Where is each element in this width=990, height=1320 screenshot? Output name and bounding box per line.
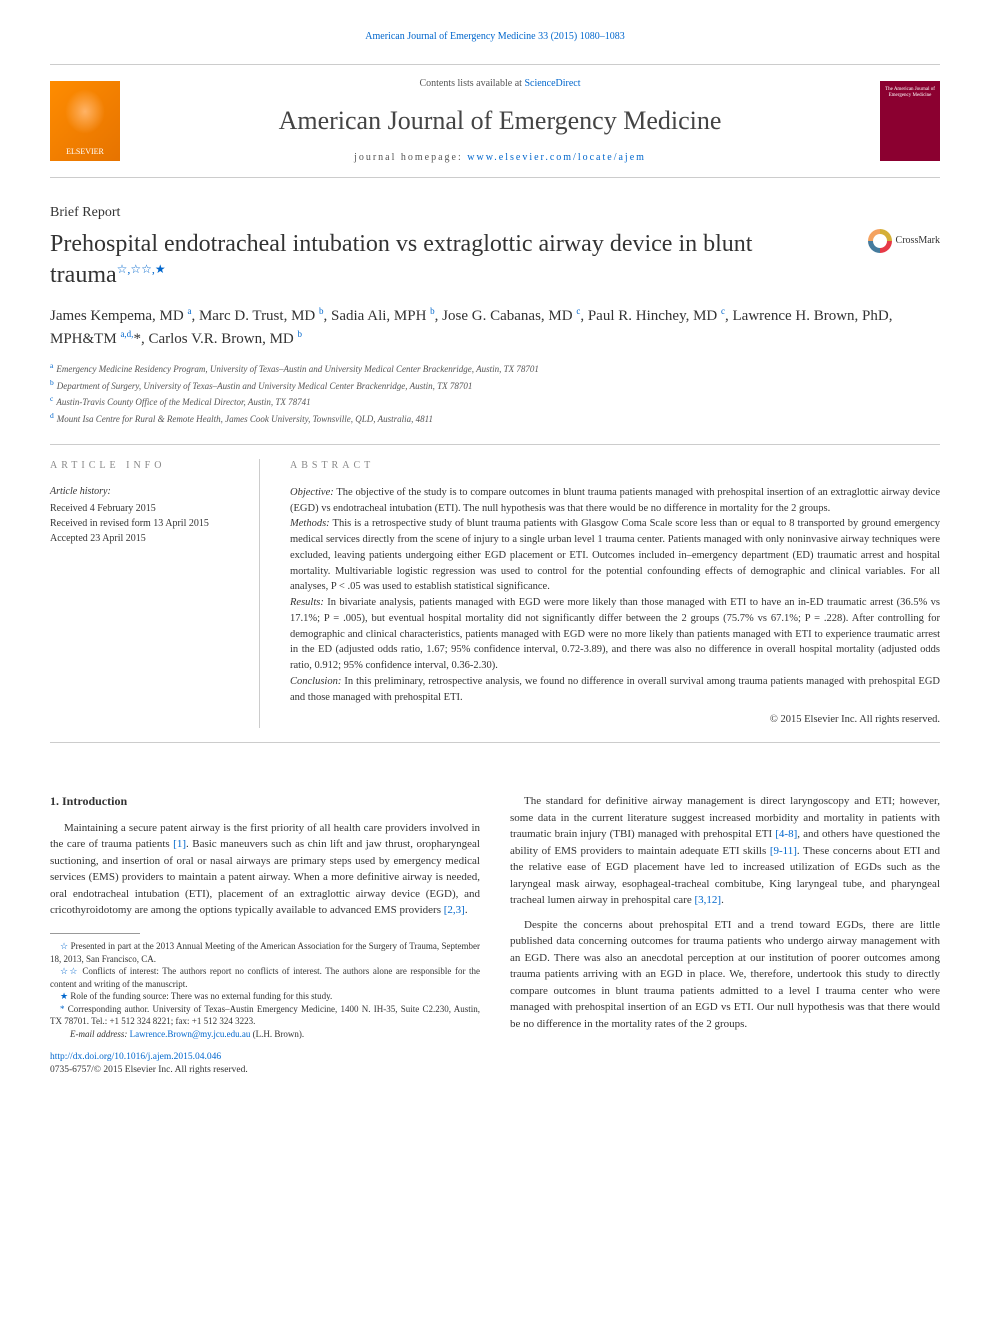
- footnote-separator: [50, 933, 140, 934]
- body-columns: 1. Introduction Maintaining a secure pat…: [50, 793, 940, 1077]
- section-1-heading: 1. Introduction: [50, 793, 480, 810]
- homepage-prefix: journal homepage:: [354, 152, 467, 163]
- abstract-copyright: © 2015 Elsevier Inc. All rights reserved…: [290, 713, 940, 728]
- footnote-presented: ☆ Presented in part at the 2013 Annual M…: [50, 940, 480, 965]
- footnote-funding: ★ Role of the funding source: There was …: [50, 990, 480, 1003]
- homepage-line: journal homepage: www.elsevier.com/locat…: [120, 151, 880, 165]
- publisher-name: ELSEVIER: [66, 146, 104, 157]
- footnote-corresponding: * Corresponding author. University of Te…: [50, 1003, 480, 1028]
- footnote-conflicts: ☆☆ Conflicts of interest: The authors re…: [50, 965, 480, 990]
- title-footnote-marks[interactable]: ☆,☆☆,★: [117, 262, 166, 276]
- abstract-objective: Objective: The objective of the study is…: [290, 485, 940, 517]
- affiliation-item: cAustin-Travis County Office of the Medi…: [50, 393, 940, 409]
- reference-link[interactable]: [1]: [173, 838, 186, 850]
- abstract-results: Results: In bivariate analysis, patients…: [290, 595, 940, 674]
- intro-para-1: Maintaining a secure patent airway is th…: [50, 820, 480, 919]
- email-label: E-mail address:: [70, 1029, 130, 1039]
- article-info-band: ARTICLE INFO Article history: Received 4…: [50, 444, 940, 743]
- history-revised: Received in revised form 13 April 2015: [50, 516, 239, 531]
- affiliations: aEmergency Medicine Residency Program, U…: [50, 360, 940, 426]
- journal-citation-link[interactable]: American Journal of Emergency Medicine 3…: [50, 30, 940, 44]
- abstract-block: ABSTRACT Objective: The objective of the…: [290, 459, 940, 728]
- article-history-title: Article history:: [50, 485, 239, 499]
- abstract-text: Objective: The objective of the study is…: [290, 485, 940, 706]
- article-info-left: ARTICLE INFO Article history: Received 4…: [50, 459, 260, 728]
- sciencedirect-link[interactable]: ScienceDirect: [524, 78, 580, 89]
- crossmark-icon: [868, 229, 892, 253]
- footnote-email: E-mail address: Lawrence.Brown@my.jcu.ed…: [50, 1028, 480, 1041]
- journal-header: ELSEVIER Contents lists available at Sci…: [50, 64, 940, 178]
- crossmark-badge[interactable]: CrossMark: [868, 229, 940, 253]
- affiliation-item: bDepartment of Surgery, University of Te…: [50, 377, 940, 393]
- issn-copyright: 0735-6757/© 2015 Elsevier Inc. All right…: [50, 1064, 480, 1077]
- article-info-heading: ARTICLE INFO: [50, 459, 239, 473]
- email-suffix: (L.H. Brown).: [250, 1029, 304, 1039]
- article-type: Brief Report: [50, 203, 940, 223]
- abstract-heading: ABSTRACT: [290, 459, 940, 473]
- contents-prefix: Contents lists available at: [419, 78, 524, 89]
- homepage-link[interactable]: www.elsevier.com/locate/ajem: [467, 152, 646, 163]
- affiliation-item: dMount Isa Centre for Rural & Remote Hea…: [50, 410, 940, 426]
- authors-list: James Kempema, MD a, Marc D. Trust, MD b…: [50, 305, 940, 350]
- doi-link[interactable]: http://dx.doi.org/10.1016/j.ajem.2015.04…: [50, 1051, 480, 1064]
- affiliation-item: aEmergency Medicine Residency Program, U…: [50, 360, 940, 376]
- article-title: Prehospital endotracheal intubation vs e…: [50, 229, 810, 291]
- journal-cover-thumb[interactable]: The American Journal of Emergency Medici…: [880, 81, 940, 161]
- crossmark-label: CrossMark: [896, 234, 940, 248]
- abstract-methods: Methods: This is a retrospective study o…: [290, 516, 940, 595]
- title-text: Prehospital endotracheal intubation vs e…: [50, 231, 752, 288]
- corresponding-email-link[interactable]: Lawrence.Brown@my.jcu.edu.au: [130, 1029, 251, 1039]
- left-column: 1. Introduction Maintaining a secure pat…: [50, 793, 480, 1077]
- intro-para-2: The standard for definitive airway manag…: [510, 793, 940, 909]
- right-column: The standard for definitive airway manag…: [510, 793, 940, 1077]
- title-row: Prehospital endotracheal intubation vs e…: [50, 229, 940, 291]
- reference-link[interactable]: [9-11]: [770, 845, 797, 857]
- contents-line: Contents lists available at ScienceDirec…: [120, 77, 880, 91]
- elsevier-logo[interactable]: ELSEVIER: [50, 81, 120, 161]
- journal-name: American Journal of Emergency Medicine: [120, 103, 880, 139]
- reference-link[interactable]: [3,12]: [694, 894, 721, 906]
- header-center: Contents lists available at ScienceDirec…: [120, 77, 880, 165]
- history-accepted: Accepted 23 April 2015: [50, 531, 239, 546]
- history-received: Received 4 February 2015: [50, 501, 239, 516]
- intro-para-3: Despite the concerns about prehospital E…: [510, 917, 940, 1033]
- abstract-conclusion: Conclusion: In this preliminary, retrosp…: [290, 674, 940, 706]
- reference-link[interactable]: [2,3]: [444, 904, 465, 916]
- reference-link[interactable]: [4-8]: [775, 828, 797, 840]
